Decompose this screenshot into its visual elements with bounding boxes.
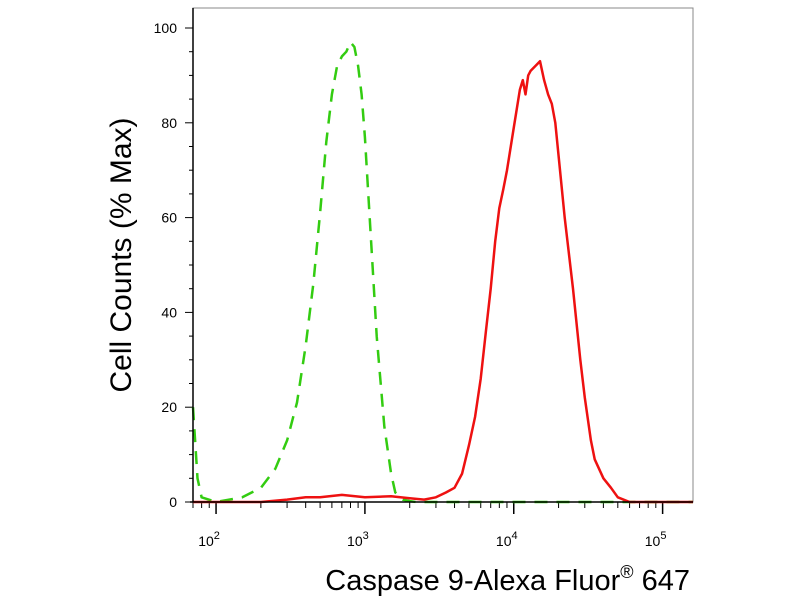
y-tick-label: 80 — [161, 115, 177, 131]
y-tick-label: 0 — [169, 494, 177, 510]
x-tick-label: 103 — [347, 530, 369, 549]
sample-curve — [193, 59, 693, 504]
series-layer — [191, 40, 693, 504]
x-tick-label: 102 — [198, 530, 220, 549]
y-tick-label: 40 — [161, 304, 177, 320]
y-tick-label: 100 — [154, 20, 178, 36]
x-axis-label: Caspase 9-Alexa Fluor® 647 — [325, 562, 690, 597]
y-tick-label: 60 — [161, 210, 177, 226]
plot-frame — [192, 7, 694, 503]
x-tick-label: 104 — [496, 530, 518, 549]
x-axis-label-suffix: 647 — [634, 565, 690, 597]
x-axis-label-registered: ® — [620, 562, 633, 582]
x-axis-ticks: 102 103 104 105 — [192, 502, 667, 549]
x-tick-label: 105 — [645, 530, 667, 549]
y-axis-ticks: 0 20 40 60 80 100 — [154, 20, 193, 510]
isotype-control-curve — [191, 40, 693, 504]
y-tick-label: 20 — [161, 399, 177, 415]
y-axis-label: Cell Counts (% Max) — [105, 117, 138, 392]
x-axis-label-main: Caspase 9-Alexa Fluor — [325, 565, 620, 597]
